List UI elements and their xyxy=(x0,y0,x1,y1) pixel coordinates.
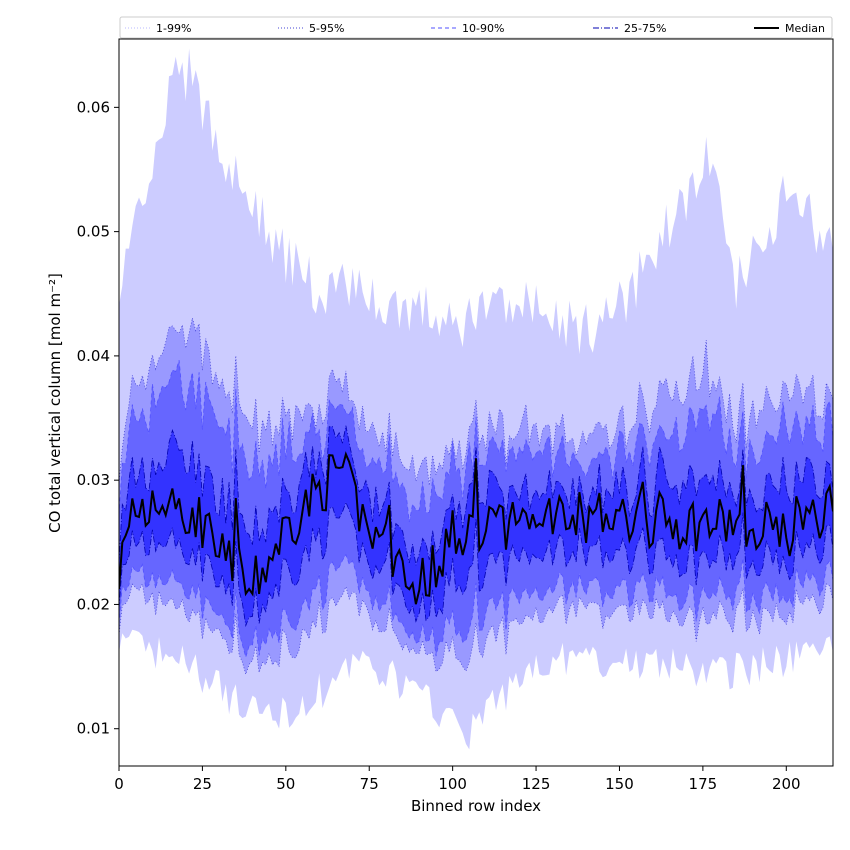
legend-label: Median xyxy=(785,22,825,35)
legend-label: 5-95% xyxy=(309,22,344,35)
x-axis: 0 25 50 75 100 125 150 175 200 xyxy=(114,766,801,793)
x-tick-label: 75 xyxy=(360,775,379,793)
x-axis-label: Binned row index xyxy=(411,797,541,815)
x-tick-label: 200 xyxy=(772,775,801,793)
legend-label: 10-90% xyxy=(462,22,504,35)
x-tick-label: 50 xyxy=(276,775,295,793)
band-25-75-up-line xyxy=(119,425,833,566)
band-25-75 xyxy=(119,425,833,626)
band-10-90-up-line xyxy=(119,360,833,523)
x-tick-label: 150 xyxy=(605,775,634,793)
y-axis-label: CO total vertical column [mol m⁻²] xyxy=(46,273,64,533)
x-tick-label: 125 xyxy=(522,775,551,793)
x-tick-label: 25 xyxy=(193,775,212,793)
plot-frame xyxy=(118,38,834,767)
x-tick-label: 0 xyxy=(114,775,124,793)
x-tick-label: 175 xyxy=(689,775,718,793)
y-tick-label: 0.01 xyxy=(77,720,110,738)
band-5-95-lo-line xyxy=(119,582,833,676)
line-group xyxy=(119,317,833,676)
band-5-95-up-line xyxy=(119,317,833,486)
median-line xyxy=(119,451,833,605)
legend-frame xyxy=(119,16,833,39)
legend-label: 25-75% xyxy=(624,22,666,35)
y-axis: 0.01 0.02 0.03 0.04 0.05 0.06 xyxy=(77,98,119,738)
band-25-75-lo-line xyxy=(119,501,833,628)
y-tick-label: 0.05 xyxy=(77,223,110,241)
band-10-90-lo-line xyxy=(119,553,833,659)
y-tick-label: 0.03 xyxy=(77,471,110,489)
x-tick-label: 100 xyxy=(438,775,467,793)
y-tick-label: 0.04 xyxy=(77,347,110,365)
y-tick-label: 0.02 xyxy=(77,595,110,613)
legend: 1-99% 5-95% 10-90% 25-75% Median xyxy=(119,16,833,39)
y-tick-label: 0.06 xyxy=(77,98,110,116)
legend-label: 1-99% xyxy=(156,22,191,35)
